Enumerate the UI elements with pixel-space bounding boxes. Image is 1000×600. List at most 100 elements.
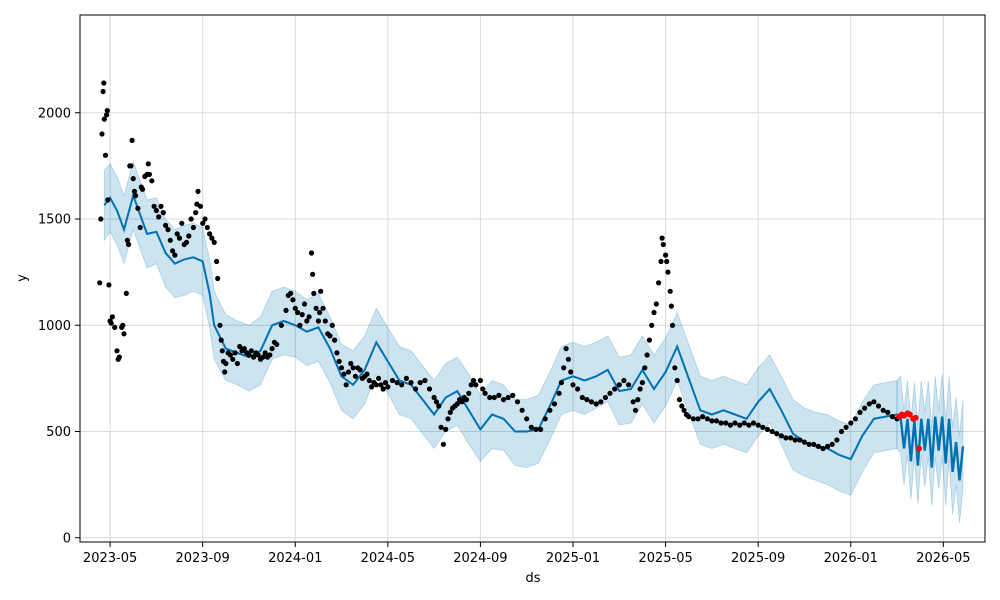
observed-point: [501, 397, 507, 403]
observed-point: [788, 435, 794, 441]
observed-point: [838, 428, 845, 435]
observed-point: [132, 193, 139, 199]
observed-point: [301, 301, 308, 307]
observed-point: [487, 394, 493, 401]
observed-point: [137, 224, 143, 231]
observed-point: [570, 382, 576, 388]
x-tick-label: 2023-05: [83, 551, 137, 566]
observed-point: [612, 386, 618, 392]
observed-point: [519, 407, 525, 413]
observed-point: [764, 426, 771, 432]
observed-point: [304, 318, 310, 324]
observed-point: [885, 409, 891, 415]
observed-point: [408, 380, 414, 386]
observed-point: [695, 416, 701, 422]
observed-point: [262, 350, 268, 356]
observed-point: [310, 271, 316, 277]
observed-point: [755, 422, 761, 428]
observed-point: [195, 188, 201, 194]
observed-point: [352, 373, 358, 379]
observed-point: [170, 248, 176, 254]
observed-point: [116, 354, 122, 360]
observed-point: [862, 405, 868, 411]
observed-point: [646, 337, 653, 343]
observed-point: [380, 386, 386, 392]
observed-point: [797, 437, 803, 443]
observed-point: [267, 352, 273, 358]
observed-point: [369, 384, 375, 390]
observed-point: [602, 394, 609, 401]
holdout-points: [896, 410, 922, 452]
observed-point: [106, 282, 112, 288]
observed-point: [584, 397, 590, 403]
observed-point: [598, 399, 604, 405]
observed-point: [98, 216, 104, 222]
observed-point: [124, 237, 130, 243]
observed-point: [533, 426, 539, 432]
y-tick-label: 500: [46, 425, 71, 440]
observed-point: [202, 216, 208, 222]
observed-point: [329, 322, 335, 328]
observed-point: [871, 399, 877, 405]
observed-point: [100, 88, 106, 95]
observed-point: [129, 137, 135, 143]
x-tick-label: 2023-09: [176, 551, 230, 566]
observed-point: [686, 414, 692, 420]
observed-point: [579, 394, 585, 401]
observed-point: [399, 382, 405, 388]
observed-point: [234, 360, 240, 367]
observed-point: [403, 375, 409, 381]
observed-point: [394, 380, 400, 386]
observed-point: [241, 346, 247, 352]
observed-point: [341, 371, 347, 377]
observed-point: [732, 420, 738, 426]
observed-point: [317, 309, 323, 316]
observed-point: [126, 241, 132, 248]
observed-point: [440, 441, 446, 447]
observed-point: [322, 318, 328, 324]
observed-point: [135, 205, 141, 211]
observed-point: [889, 414, 896, 420]
observed-point: [607, 390, 613, 396]
observed-point: [336, 358, 342, 364]
observed-point: [193, 210, 199, 216]
observed-point: [227, 352, 233, 358]
observed-point: [308, 250, 315, 256]
observed-point: [433, 399, 439, 405]
observed-point: [445, 416, 451, 422]
holdout-point: [912, 414, 919, 421]
observed-point: [656, 280, 662, 286]
observed-point: [463, 397, 470, 403]
x-tick-label: 2026-01: [824, 551, 878, 566]
observed-point: [102, 152, 109, 158]
observed-point: [558, 380, 565, 386]
observed-point: [690, 416, 697, 422]
observed-point: [292, 305, 298, 311]
observed-point: [327, 333, 333, 339]
observed-point: [665, 269, 671, 275]
observed-point: [801, 439, 808, 445]
observed-point: [131, 188, 137, 194]
observed-point: [668, 303, 675, 309]
observed-point: [376, 375, 382, 381]
observed-point: [366, 377, 372, 384]
x-tick-label: 2025-01: [546, 551, 600, 566]
observed-point: [237, 343, 243, 350]
observed-point: [477, 377, 483, 384]
observed-point: [223, 360, 229, 367]
observed-point: [436, 403, 442, 409]
observed-point: [426, 386, 433, 392]
observed-point: [338, 365, 345, 371]
observed-point: [616, 382, 622, 388]
observed-point: [357, 367, 363, 373]
observed-point: [101, 116, 107, 122]
observed-point: [311, 290, 317, 296]
x-tick-label: 2026-05: [916, 551, 970, 566]
observed-point: [505, 394, 511, 401]
observed-point: [105, 197, 111, 203]
observed-point: [621, 377, 627, 384]
x-axis-ticks: 2023-05 2023-09 2024-01 2024-05 2024-09 2025-…: [83, 542, 971, 566]
observed-point: [334, 350, 340, 356]
observed-point: [315, 318, 321, 324]
